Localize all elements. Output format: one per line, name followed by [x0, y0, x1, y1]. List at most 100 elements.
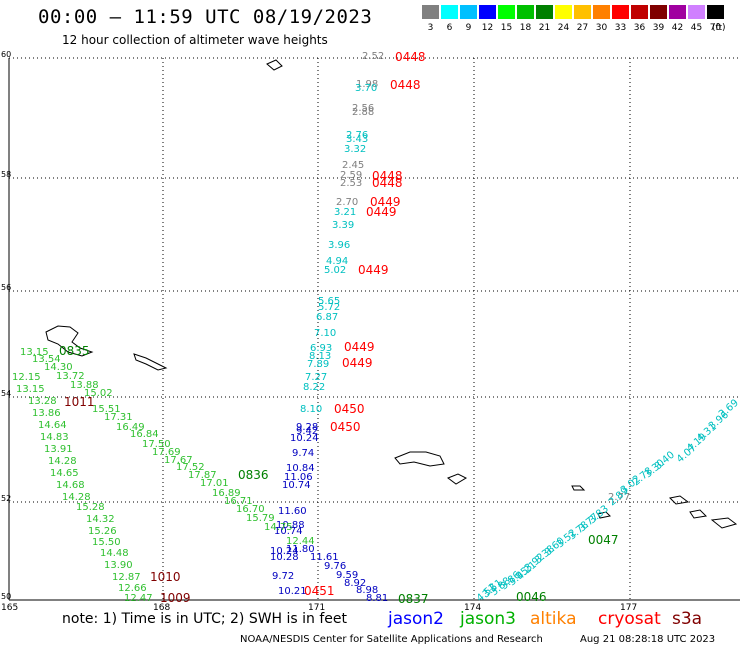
- color-swatch-label: 9: [465, 23, 472, 33]
- lat-label: 52: [1, 494, 11, 503]
- color-swatch-label: 33: [614, 23, 627, 33]
- color-swatch-label: 42: [671, 23, 684, 33]
- pass-time-label: 0448: [372, 169, 403, 183]
- pass-time-label: 0448: [390, 78, 421, 92]
- obs-blue: 10.84: [286, 463, 315, 474]
- obs-gray: 2.59: [340, 170, 362, 181]
- pass-time-label: 0449: [366, 205, 397, 219]
- obs-green: 13.91: [44, 444, 73, 455]
- color-swatch-33: [612, 5, 629, 19]
- island-outline: [45, 325, 94, 357]
- obs-gray: 2.52: [362, 51, 384, 62]
- obs-cyan: 4.94: [326, 256, 348, 267]
- footer-timestamp: Aug 21 08:28:18 UTC 2023: [580, 634, 716, 645]
- lon-label: 177: [620, 603, 637, 613]
- obs-green: 14.65: [50, 468, 79, 479]
- obs-green: 13.15: [16, 384, 45, 395]
- obs-green: 13.86: [32, 408, 61, 419]
- obs-gray: 2.53: [340, 178, 362, 189]
- pass-time-label: 1011: [64, 395, 95, 409]
- obs-cyan: 3.32: [344, 144, 366, 155]
- obs-blue: 9.28: [296, 422, 318, 433]
- obs-green: 12.47: [124, 593, 153, 604]
- obs-cyan: 2.76: [346, 130, 368, 141]
- obs-blue: 11.80: [286, 544, 315, 555]
- island-outline: [133, 353, 168, 371]
- obs-gray: 2.56: [352, 103, 374, 114]
- obs-blue: 9.59: [336, 570, 358, 581]
- obs-green: 13.72: [56, 371, 85, 382]
- pass-time-label: 0450: [330, 420, 361, 434]
- color-swatch-36: [631, 5, 648, 19]
- color-swatch-39: [650, 5, 667, 19]
- color-swatch-label: 24: [557, 23, 570, 33]
- color-swatch-15: [498, 5, 515, 19]
- legend-s3a: s3a: [672, 609, 703, 629]
- obs-green: 15.50: [92, 537, 121, 548]
- color-swatch-6: [441, 5, 458, 19]
- color-swatch-label: 70: [709, 23, 722, 33]
- pass-time-label: 0450: [334, 402, 365, 416]
- obs-gray: 2.45: [342, 160, 364, 171]
- color-swatch-45: [688, 5, 705, 19]
- lat-label: 54: [1, 389, 11, 398]
- obs-green: 16.84: [130, 429, 159, 440]
- obs-blue: 8.98: [356, 585, 378, 596]
- color-swatch-label: 27: [576, 23, 589, 33]
- obs-blue: 10.21: [278, 586, 307, 597]
- obs-cyan: 3.21: [334, 207, 356, 218]
- obs-green: 14.48: [100, 548, 129, 559]
- island-outline: [597, 511, 612, 519]
- obs-green: 17.31: [104, 412, 133, 423]
- obs-blue: 9.74: [292, 448, 314, 459]
- pass-time-label: 0837: [398, 592, 429, 606]
- obs-blue: 10.28: [270, 552, 299, 563]
- color-swatch-3: [422, 5, 439, 19]
- obs-cyan: 3.39: [332, 220, 354, 231]
- color-swatch-label: 12: [481, 23, 494, 33]
- obs-green: 13.90: [104, 560, 133, 571]
- obs-green: 13.15: [20, 347, 49, 358]
- lat-label: 58: [1, 170, 11, 179]
- lon-label: 174: [464, 603, 481, 613]
- obs-green: 12.15: [12, 372, 41, 383]
- obs-blue: 10.24: [290, 433, 319, 444]
- obs-green: 16.70: [236, 504, 265, 515]
- color-swatch-label: 6: [446, 23, 453, 33]
- footer-note: note: 1) Time is in UTC; 2) SWH is in fe…: [62, 611, 348, 627]
- color-swatch-label: 30: [595, 23, 608, 33]
- legend-jason3: jason3: [460, 609, 516, 629]
- obs-green: 12.87: [112, 572, 141, 583]
- color-swatch-label: 39: [652, 23, 665, 33]
- obs-green: 16.71: [224, 496, 253, 507]
- obs-green: 14.83: [40, 432, 69, 443]
- obs-blue: 8.92: [344, 578, 366, 589]
- lat-label: 50: [1, 592, 11, 601]
- lon-label: 165: [1, 603, 18, 613]
- pass-time-label: 1010: [150, 570, 181, 584]
- obs-cyan: 6.93: [310, 343, 332, 354]
- obs-cyan: 3.43: [346, 134, 368, 145]
- obs-blue: 8.81: [366, 593, 388, 604]
- pass-time-label: 0835: [59, 344, 90, 358]
- obs-blue: 10.24: [270, 546, 299, 557]
- obs-blue: 10.74: [282, 480, 311, 491]
- pass-time-label: 0448: [372, 176, 403, 190]
- obs-green: 15.28: [76, 502, 105, 513]
- island-outline: [394, 451, 445, 467]
- obs-blue: 9.72: [272, 571, 294, 582]
- color-scale-bar: 3 6 9 12 15 18 21 24 27 30 33 36 39 42 45 70 (ft): [422, 5, 728, 35]
- obs-green: 14.28: [62, 492, 91, 503]
- legend-altika: altika: [530, 609, 577, 629]
- color-swatch-70: [707, 5, 724, 19]
- color-swatch-42: [669, 5, 686, 19]
- obs-cyan: 8.22: [303, 382, 325, 393]
- obs-gray: 2.77: [608, 492, 630, 503]
- page-title: 00:00 – 11:59 UTC 08/19/2023: [38, 6, 373, 28]
- island-outline: [710, 517, 738, 529]
- obs-cyan: 5.65: [318, 296, 340, 307]
- color-scale-unit: (ft): [712, 23, 726, 33]
- obs-cyan: 6.87: [316, 312, 338, 323]
- obs-green: 13.28: [28, 396, 57, 407]
- obs-cyan: 3.96: [328, 240, 350, 251]
